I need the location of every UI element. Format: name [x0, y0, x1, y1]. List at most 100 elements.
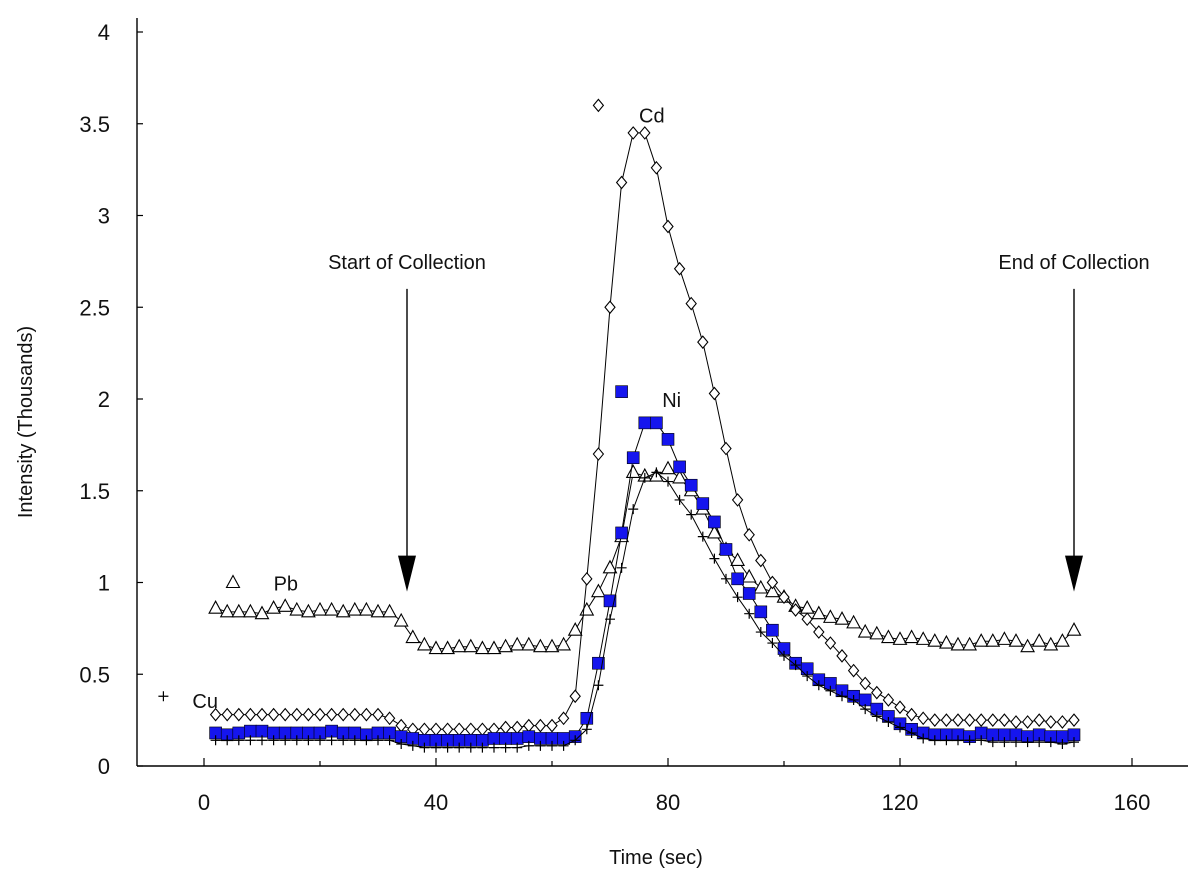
data-point-cu — [605, 614, 615, 625]
data-point-cu — [987, 737, 998, 748]
data-point-ni — [766, 623, 779, 637]
data-point-cd — [511, 720, 523, 735]
data-point-cd — [441, 722, 454, 737]
data-point-pb — [579, 601, 595, 616]
data-point-pb — [822, 609, 838, 623]
data-point-pb — [416, 636, 432, 651]
data-point-pb — [915, 631, 931, 645]
data-point-ni — [696, 497, 710, 510]
data-point-cd — [1045, 715, 1057, 729]
data-point-cu — [697, 531, 708, 542]
data-point-cd — [743, 527, 755, 542]
data-point-cu — [593, 680, 604, 691]
data-point-cu — [233, 735, 244, 746]
data-point-pb — [463, 638, 479, 653]
data-point-cd — [673, 261, 686, 276]
data-point-pb — [474, 640, 490, 655]
legend-marker-ni — [615, 385, 628, 398]
data-point-cd — [731, 493, 744, 507]
data-point-pb — [300, 603, 316, 618]
data-point-cd — [267, 707, 280, 722]
data-point-cd — [546, 718, 558, 733]
data-point-ni — [673, 460, 686, 474]
data-point-ni — [661, 433, 675, 446]
data-point-cd — [476, 722, 489, 737]
data-point-cd — [789, 603, 802, 617]
data-point-cd — [1010, 715, 1022, 729]
data-point-cd — [349, 707, 361, 722]
data-point-pb — [1054, 633, 1070, 647]
data-point-cu — [338, 735, 349, 746]
data-point-cu — [384, 735, 395, 746]
data-point-cd — [929, 713, 941, 727]
data-point-cd — [917, 711, 929, 726]
x-axis-label: Time (sec) — [609, 847, 703, 869]
data-point-cd — [465, 722, 477, 737]
data-point-cd — [581, 571, 593, 586]
legend-marker-cu — [158, 691, 169, 702]
data-point-pb — [1066, 622, 1082, 636]
data-point-cu — [268, 735, 279, 746]
data-point-cu — [280, 735, 291, 746]
data-point-cd — [627, 126, 639, 140]
data-point-pb — [335, 603, 351, 618]
annotation-arrow-head — [398, 555, 416, 592]
data-point-cu — [442, 742, 453, 753]
data-point-cu — [1057, 738, 1068, 749]
data-point-pb — [358, 601, 374, 616]
x-tick-label: 160 — [1114, 790, 1151, 815]
data-point-cd — [778, 590, 790, 605]
x-tick-label: 40 — [424, 790, 448, 815]
data-point-cd — [1056, 715, 1069, 729]
data-point-pb — [880, 629, 896, 644]
data-point-pb — [254, 605, 270, 620]
series-line-pb — [215, 468, 1075, 650]
data-point-cd — [244, 707, 257, 722]
data-point-pb — [498, 638, 514, 653]
annotation-arrow-head — [1065, 555, 1083, 592]
data-point-cd — [569, 689, 581, 704]
data-point-cu — [535, 740, 546, 751]
data-point-cu — [419, 742, 430, 753]
data-point-cu — [396, 738, 407, 749]
data-point-pb — [242, 603, 258, 618]
annotation-label: End of Collection — [998, 252, 1149, 274]
data-point-cd — [233, 707, 245, 722]
data-point-pb — [764, 583, 780, 598]
data-point-cu — [616, 562, 627, 573]
data-point-pb — [208, 600, 224, 614]
data-point-cd — [209, 707, 222, 722]
data-point-cu — [860, 704, 871, 715]
series-cd: Cd — [209, 98, 1080, 737]
data-point-cu — [465, 742, 476, 753]
annotation-1: End of Collection — [998, 252, 1150, 592]
data-point-cu — [929, 735, 940, 746]
data-point-pb — [567, 622, 583, 636]
data-point-ni — [754, 605, 768, 619]
series-label-ni: Ni — [662, 390, 681, 412]
y-tick-label: 4 — [98, 20, 110, 45]
data-point-ni — [742, 587, 756, 600]
data-point-cu — [953, 735, 963, 746]
data-point-pb — [985, 633, 1001, 647]
data-point-cd — [534, 718, 547, 733]
data-point-cu — [755, 627, 766, 638]
data-point-ni — [638, 416, 652, 430]
x-tick-label: 0 — [198, 790, 210, 815]
data-point-cu — [477, 742, 488, 753]
data-point-ni — [580, 711, 594, 725]
data-point-pb — [892, 631, 908, 645]
data-point-cu — [523, 740, 534, 751]
data-point-cu — [686, 509, 697, 520]
data-point-cd — [662, 219, 674, 234]
data-point-pb — [440, 640, 456, 655]
data-point-pb — [846, 614, 862, 629]
data-point-cd — [766, 575, 779, 590]
data-point-cu — [361, 735, 372, 746]
data-point-pb — [370, 603, 386, 618]
data-point-pb — [590, 583, 606, 598]
data-point-cd — [813, 625, 825, 639]
data-point-cu — [732, 592, 743, 603]
data-point-cd — [847, 663, 860, 678]
data-point-cu — [941, 735, 952, 746]
